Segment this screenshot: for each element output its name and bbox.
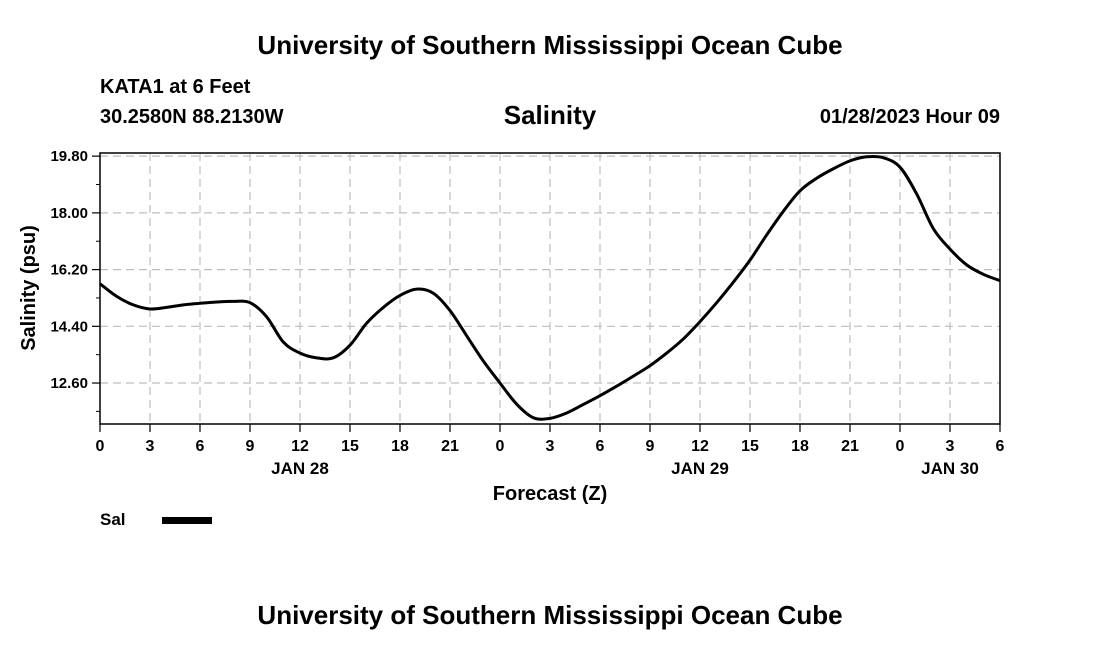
y-tick-label: 14.40 [50,318,88,335]
axis-tick-labels: 0 3 6 9 12 15 18 21 0 3 6 9 12 15 18 21 0 3 6 JAN 28 JAN 29 J… [50,148,1004,478]
x-tick-label: 21 [841,438,859,455]
station-name: KATA1 at 6 Feet [100,76,251,98]
date-label: JAN 29 [671,459,729,478]
y-axis-label: Salinity (psu) [18,225,40,351]
x-tick-label: 6 [196,438,205,455]
chart-main-title: University of Southern Mississippi Ocean… [257,30,843,60]
x-tick-label: 3 [946,438,955,455]
legend-line-swatch [162,517,212,524]
grid-lines [100,153,1000,424]
forecast-date-hour: 01/28/2023 Hour 09 [819,106,1000,128]
x-tick-label: 3 [146,438,155,455]
x-tick-label: 12 [691,438,709,455]
x-tick-label: 0 [496,438,505,455]
x-tick-label: 18 [391,438,409,455]
x-tick-label: 6 [996,438,1005,455]
date-label: JAN 30 [921,459,979,478]
x-tick-label: 3 [546,438,555,455]
x-tick-label: 9 [646,438,655,455]
x-tick-label: 6 [596,438,605,455]
x-tick-label: 15 [341,438,359,455]
series-layer [99,154,1001,421]
station-coordinates: 30.2580N 88.2130W [100,106,284,128]
x-tick-label: 9 [246,438,255,455]
x-tick-label: 15 [741,438,759,455]
date-label: JAN 28 [271,459,329,478]
axis-ticks [92,155,1001,432]
y-tick-label: 16.20 [50,262,88,279]
x-axis-label: Forecast (Z) [493,483,607,505]
x-tick-label: 21 [441,438,459,455]
x-tick-label: 0 [896,438,905,455]
legend-label: Sal [100,510,126,529]
footer-title: University of Southern Mississippi Ocean… [257,600,843,630]
x-tick-label: 18 [791,438,809,455]
x-tick-label: 0 [96,438,105,455]
y-tick-label: 18.00 [50,205,88,222]
x-tick-label: 12 [291,438,309,455]
y-tick-label: 12.60 [50,375,88,392]
chart-subtitle: Salinity [503,100,597,130]
salinity-series-line [99,154,1001,421]
y-tick-label: 19.80 [50,148,88,165]
